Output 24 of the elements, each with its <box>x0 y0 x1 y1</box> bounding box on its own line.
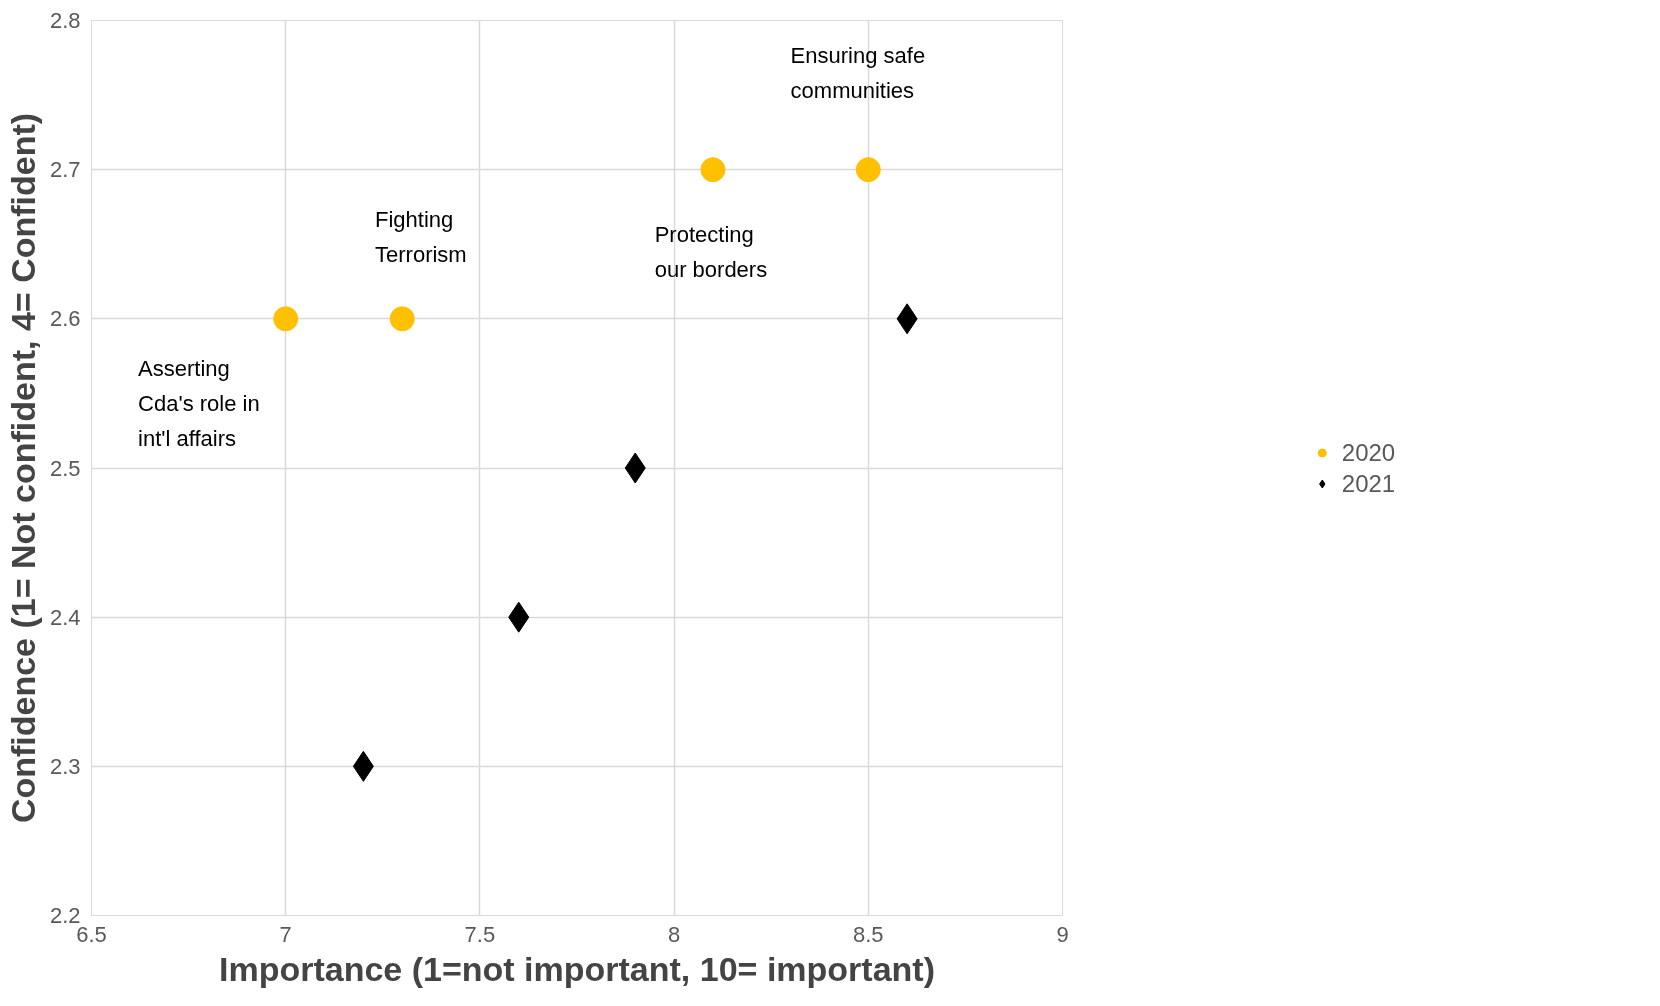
y-tick-label: 2.3 <box>49 753 81 779</box>
y-tick-label: 2.2 <box>49 903 81 928</box>
y-tick-label: 2.4 <box>49 604 81 630</box>
point <box>389 306 415 332</box>
y-tick-label: 2.6 <box>49 306 81 332</box>
x-tick-label: 7.5 <box>464 921 496 947</box>
x-tick-label: 9 <box>1056 921 1069 947</box>
y-axis-title: Confidence (1= Not confident, 4= Confident) <box>3 112 42 824</box>
y-tick-label: 2.5 <box>49 455 81 481</box>
x-tick-label: 7 <box>279 921 292 947</box>
point <box>273 306 299 332</box>
legend-label: 2021 <box>1341 469 1396 497</box>
point <box>700 157 726 183</box>
annotation: Fighting Terrorism <box>375 206 467 267</box>
y-tick-label: 2.8 <box>49 8 81 33</box>
x-tick-label: 8.5 <box>853 921 884 947</box>
x-tick-label: 8 <box>667 921 681 947</box>
x-axis-title: Importance (1=not important, 10= important) <box>219 949 935 988</box>
y-tick-label: 2.7 <box>49 157 81 183</box>
annotation: Asserting Cda's role in int'l affairs <box>138 356 260 452</box>
point <box>855 157 881 183</box>
legend-label: 2020 <box>1341 438 1396 466</box>
annotation: Protecting our borders <box>654 221 768 282</box>
annotation: Ensuring safe communities <box>790 42 926 103</box>
